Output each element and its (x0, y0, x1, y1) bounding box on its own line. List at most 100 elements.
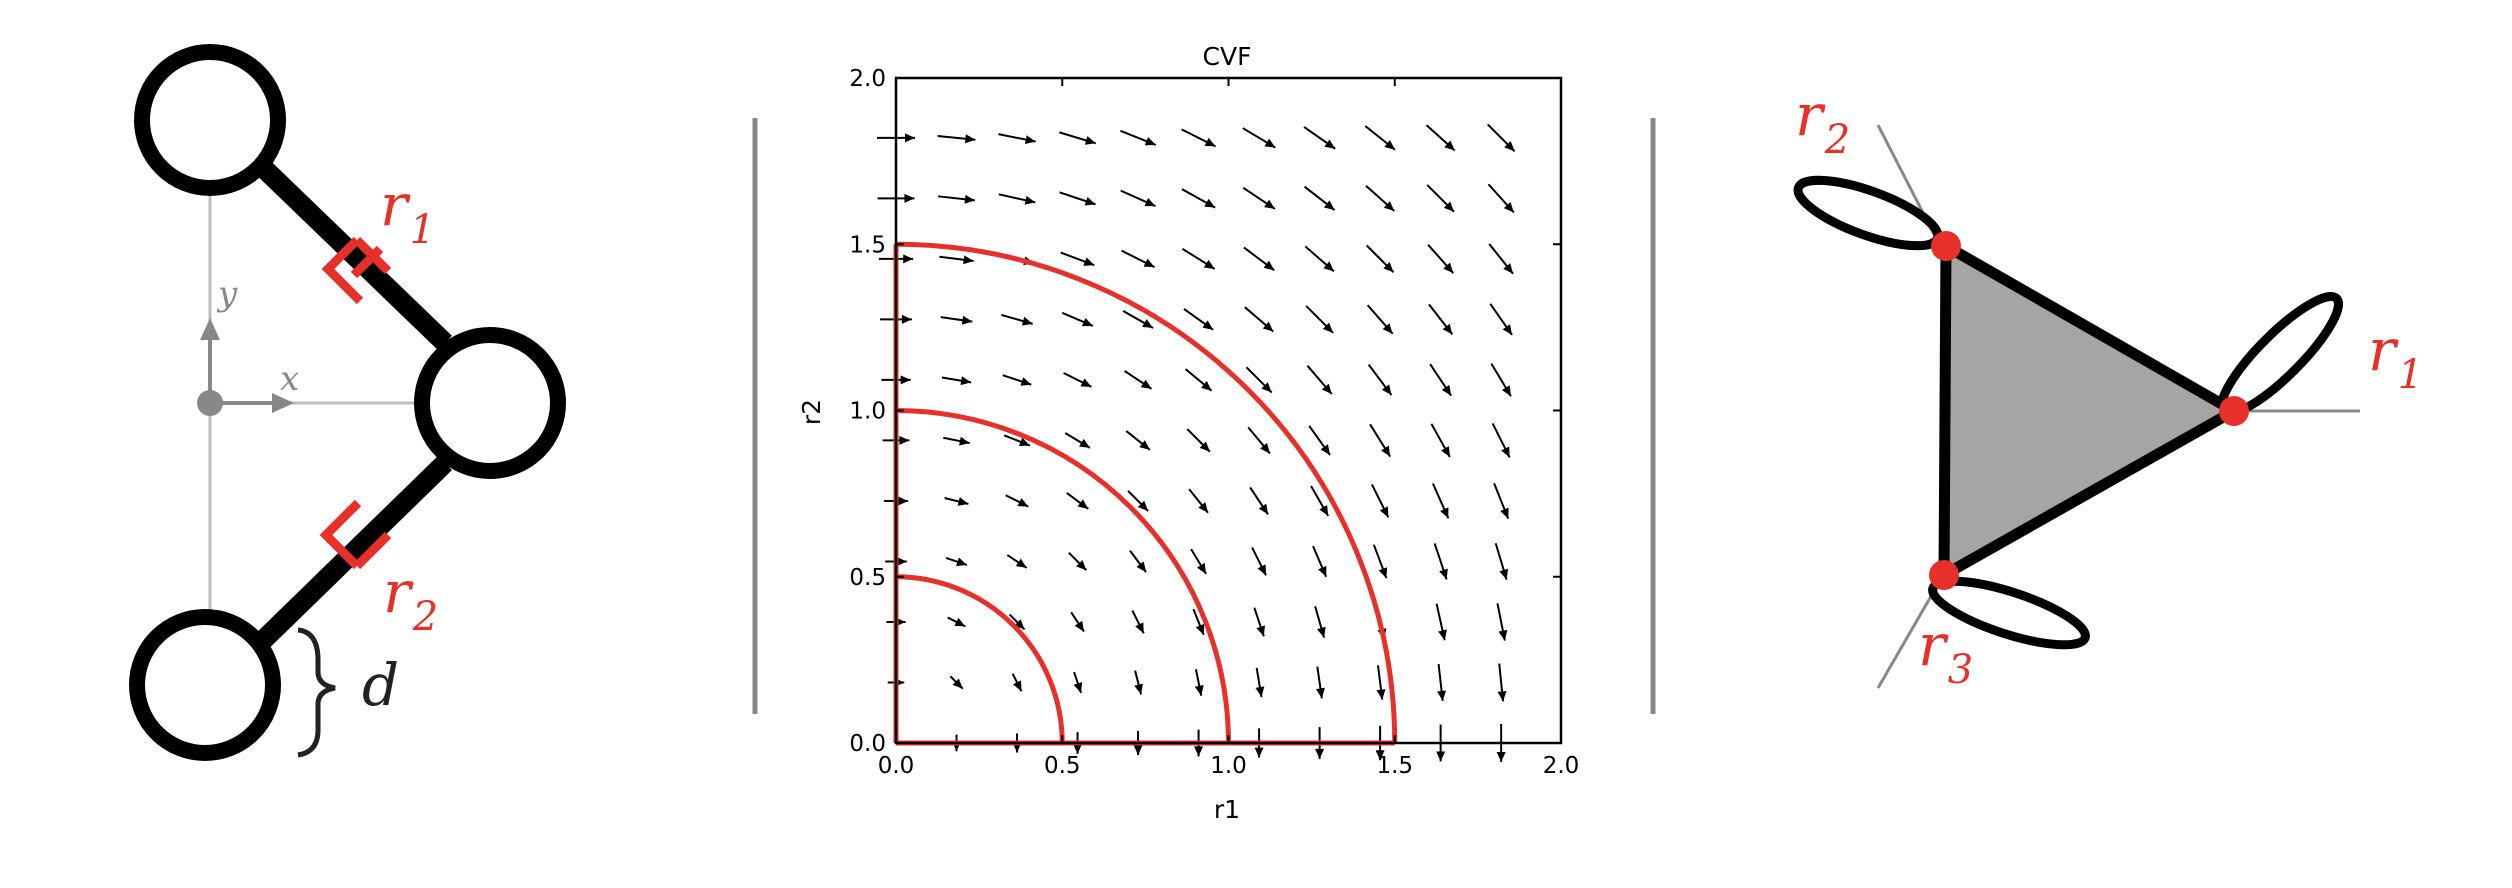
axis-ticks: 0.0 0.5 1.0 1.5 2.0 0.0 0.5 1.0 1.5 2.0 (849, 66, 1579, 779)
vector-arrow (1491, 422, 1511, 458)
vector-arrow (1073, 671, 1083, 694)
vector-arrow (1068, 551, 1088, 571)
x-tick-label: 1.0 (1210, 753, 1247, 779)
vector-arrow (1249, 486, 1269, 515)
x-tick-label: 0.0 (878, 753, 915, 779)
vector-arrow (1253, 607, 1265, 637)
contour-arc (895, 408, 1231, 744)
contour-arc (895, 241, 1398, 744)
node-r2 (1931, 231, 1961, 261)
vector-arrow (1425, 124, 1456, 152)
vector-arrow (1497, 663, 1507, 702)
vector-arrow (1134, 670, 1143, 695)
vector-arrow (1247, 426, 1271, 455)
bracket-r2 (319, 499, 392, 570)
vector-arrow (1064, 432, 1091, 449)
vector-arrow (941, 376, 972, 386)
vector-arrow (1304, 245, 1335, 273)
vector-arrow (1490, 363, 1512, 397)
label-d: d (362, 651, 399, 719)
atom-top (134, 44, 286, 196)
vector-arrow (1488, 243, 1514, 275)
vector-arrow (1496, 603, 1508, 641)
vector-arrow (1367, 364, 1393, 396)
vector-arrow (1308, 425, 1331, 456)
vector-arrow (1122, 309, 1154, 329)
vector-arrow (1427, 244, 1455, 274)
vector-arrow (1370, 484, 1390, 518)
y-tick-label: 0.5 (849, 565, 886, 591)
vector-arrow (1059, 191, 1096, 206)
vector-arrow (1181, 247, 1216, 270)
vector-arrow (1121, 249, 1155, 269)
vector-arrow (937, 134, 976, 144)
label-y: y (216, 274, 238, 314)
vector-arrow (944, 496, 969, 506)
vector-arrow (1008, 613, 1026, 631)
vector-arrow (1314, 606, 1326, 638)
contour-arc (895, 574, 1065, 744)
vector-arrow (1251, 547, 1267, 576)
bracket-r1 (321, 236, 392, 305)
vector-arrow (1243, 246, 1275, 272)
vector-arrow (1120, 129, 1157, 146)
vector-arrow (947, 616, 966, 628)
label-x: x (280, 359, 299, 399)
vector-arrow (945, 557, 968, 567)
vector-arrow (1365, 244, 1395, 274)
vector-arrow (1005, 494, 1029, 508)
vector-arrow (1125, 430, 1151, 451)
y-tick-label: 1.0 (849, 399, 886, 425)
vector-arrow (1489, 303, 1513, 336)
vector-arrow (1437, 663, 1447, 702)
loop-r2 (1793, 175, 1943, 251)
vector-arrow (1364, 125, 1396, 151)
atom-middle (414, 327, 566, 479)
vector-arrow (939, 255, 974, 265)
vector-arrow (1011, 673, 1023, 692)
vector-arrow (1310, 485, 1330, 517)
vector-arrow (1186, 428, 1211, 453)
vector-arrow (1194, 669, 1204, 696)
vector-arrow (1006, 554, 1028, 569)
vector-arrow (1369, 423, 1392, 458)
vector-arrow (1426, 184, 1455, 213)
vector-arrow (940, 315, 973, 325)
vector-arrow (1433, 543, 1448, 580)
vector-arrow (1181, 188, 1216, 209)
label-r2-left: r2 (383, 558, 438, 640)
x-arrowhead-icon (272, 393, 294, 413)
vector-arrow (1312, 545, 1328, 578)
vector-arrow (1430, 423, 1451, 458)
vector-arrow (998, 133, 1036, 145)
vector-arrow (1129, 550, 1147, 573)
vector-arrow (1493, 482, 1510, 519)
coordinate-axes: y x (197, 274, 299, 416)
vector-arrow (1061, 311, 1094, 327)
vector-arrow (1494, 542, 1509, 580)
vector-arrow (1316, 666, 1325, 699)
chart-title: CVF (1203, 42, 1252, 71)
y-tick-label: 0.0 (849, 731, 886, 757)
x-axis-label: r1 (1214, 795, 1240, 824)
vector-arrow (1306, 365, 1333, 395)
vector-arrow (1428, 303, 1454, 336)
vector-arrow (1365, 184, 1395, 212)
vector-arrow (1432, 483, 1450, 519)
distance-brace (297, 627, 336, 758)
quiver-arrows (877, 123, 1516, 762)
y-arrowhead-icon (200, 318, 220, 340)
label-r2-right: r2 (1795, 81, 1850, 163)
vector-arrow (1372, 544, 1388, 579)
vector-arrow (1001, 313, 1033, 326)
node-r1 (2219, 396, 2249, 426)
vector-arrow (943, 436, 970, 446)
vector-arrow (1131, 610, 1145, 634)
vector-arrow (1255, 667, 1265, 698)
left-panel: y x d r1 r2 (129, 44, 566, 761)
triangle-simplex (1938, 236, 2246, 585)
vector-arrow (1435, 603, 1447, 641)
y-axis-label: r2 (797, 399, 826, 425)
vector-arrow (1303, 126, 1336, 150)
right-panel: r2 r1 r3 (1793, 81, 2423, 693)
